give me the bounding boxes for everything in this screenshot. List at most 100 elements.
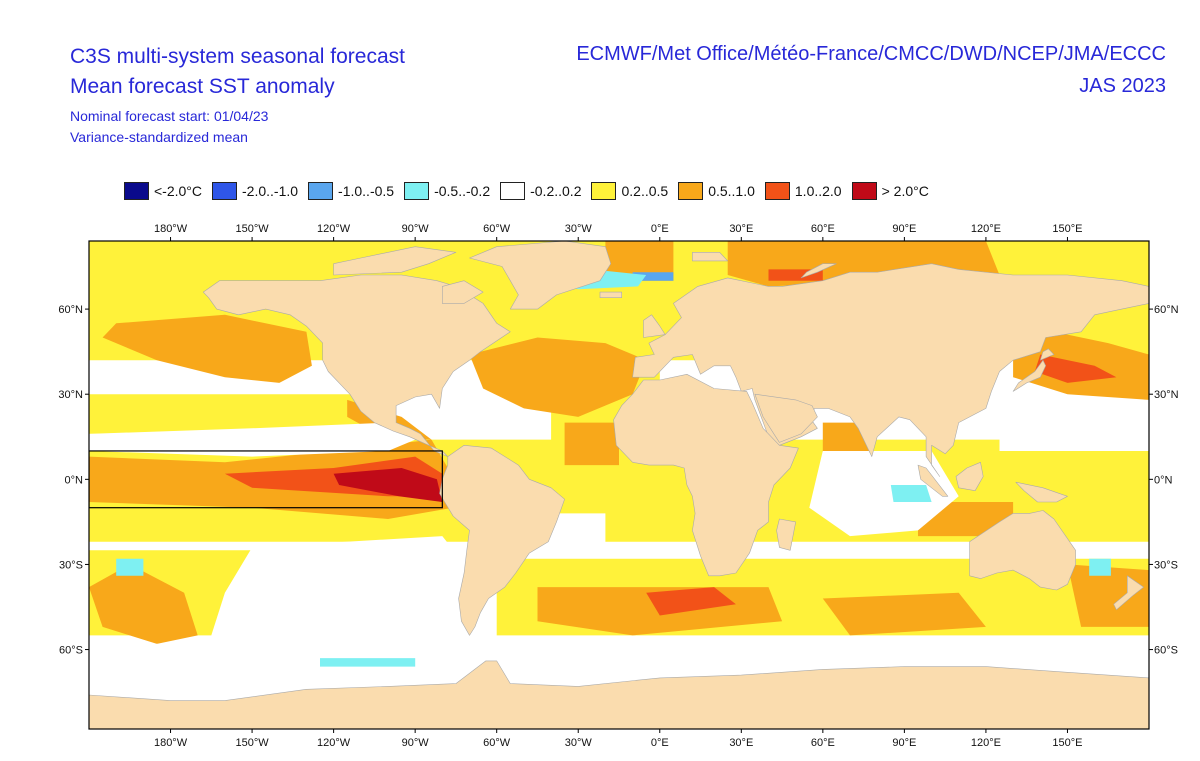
- legend-label: 1.0..2.0: [794, 183, 842, 199]
- title-line-2: Mean forecast SST anomaly: [70, 75, 335, 98]
- lon-label-top: 60°E: [811, 223, 835, 235]
- legend-item: > 2.0°C: [851, 182, 929, 200]
- lon-label-bottom: 120°W: [317, 737, 351, 749]
- legend-swatch: [124, 182, 149, 200]
- lon-label-top: 60°W: [483, 223, 511, 235]
- legend-item: 0.5..1.0: [678, 182, 755, 200]
- land-mass: [643, 314, 666, 338]
- land-mass: [955, 461, 984, 492]
- lon-label-bottom: 60°W: [483, 737, 511, 749]
- lon-label-bottom: 150°W: [236, 737, 270, 749]
- lat-label-right: 30°S: [1154, 559, 1178, 571]
- legend-label: -1.0..-0.5: [338, 183, 395, 199]
- lon-label-top: 30°E: [729, 223, 753, 235]
- anomaly-patch: [1013, 323, 1149, 400]
- anomaly-patch: [89, 564, 198, 644]
- legend-item: -1.0..-0.5: [308, 182, 394, 200]
- lon-label-top: 120°W: [317, 223, 351, 235]
- anomaly-patch: [211, 536, 497, 656]
- land-mass: [599, 291, 623, 299]
- land-mass: [441, 280, 484, 304]
- land-mass: [469, 241, 612, 310]
- anomaly-patch: [1034, 354, 1117, 383]
- lon-label-top: 120°E: [971, 223, 1001, 235]
- land-mass: [613, 373, 799, 577]
- chart-subtitle: Nominal forecast start: 01/04/23 Varianc…: [70, 106, 268, 148]
- map-frame: [88, 240, 1150, 730]
- anomaly-patch: [333, 468, 443, 502]
- lon-label-top: 90°W: [402, 223, 430, 235]
- land-mass: [776, 518, 797, 551]
- model-list: ECMWF/Met Office/Météo-France/CMCC/DWD/N…: [576, 38, 1166, 102]
- anomaly-patch: [646, 587, 736, 616]
- lat-label-left: 30°S: [59, 559, 83, 571]
- color-legend: <-2.0°C -2.0..-1.0 -1.0..-0.5 -0.5..-0.2 -0.…: [124, 182, 939, 200]
- land-layer: [89, 241, 1149, 729]
- anomaly-patch: [1089, 558, 1111, 576]
- nino-region-box: [89, 450, 443, 509]
- land-mass: [1012, 359, 1046, 392]
- anomaly-patch: [320, 658, 416, 667]
- legend-swatch: [308, 182, 334, 200]
- legend-swatch: [500, 182, 526, 200]
- lat-label-right: 30°N: [1154, 389, 1179, 401]
- lon-label-bottom: 60°E: [811, 737, 835, 749]
- land-mass: [917, 464, 949, 497]
- anomaly-patch: [822, 592, 986, 636]
- land-mass: [969, 510, 1076, 591]
- lon-label-top: 0°E: [651, 223, 669, 235]
- lon-label-bottom: 90°E: [892, 737, 916, 749]
- legend-label: > 2.0°C: [881, 183, 929, 199]
- title-line-1: C3S multi-system seasonal forecast: [70, 45, 405, 68]
- land-mass: [333, 246, 457, 276]
- land-mass: [1113, 575, 1144, 611]
- legend-label: <-2.0°C: [154, 183, 203, 199]
- method-text: Variance-standardized mean: [70, 129, 248, 145]
- legend-item: -0.2..0.2: [500, 182, 581, 200]
- lon-label-bottom: 180°W: [154, 737, 188, 749]
- legend-item: -0.5..-0.2: [404, 182, 490, 200]
- legend-swatch: [404, 182, 430, 200]
- lat-label-left: 30°N: [58, 389, 83, 401]
- lon-label-bottom: 150°E: [1052, 737, 1082, 749]
- anomaly-patch: [605, 241, 674, 281]
- anomaly-patch: [116, 558, 144, 576]
- lat-label-left: 60°N: [58, 304, 83, 316]
- period-text: JAS 2023: [1079, 75, 1166, 97]
- lon-label-bottom: 0°E: [651, 737, 669, 749]
- land-mass: [692, 252, 729, 262]
- legend-item: -2.0..-1.0: [212, 182, 298, 200]
- lat-label-right: 0°N: [1154, 474, 1173, 486]
- lon-label-top: 90°E: [892, 223, 916, 235]
- legend-item: 1.0..2.0: [764, 182, 842, 200]
- chart-title: C3S multi-system seasonal forecast Mean …: [70, 42, 405, 102]
- land-mass: [754, 393, 818, 443]
- lon-label-bottom: 30°W: [565, 737, 593, 749]
- lat-label-right: 60°N: [1154, 304, 1179, 316]
- axis-labels: 180°W 180°W 150°W 150°W 120°W 120°W 90°W 90°W 60…: [58, 223, 1178, 749]
- lon-label-bottom: 90°W: [402, 737, 430, 749]
- land-mass: [1040, 348, 1055, 361]
- anomaly-patch: [999, 408, 1149, 451]
- land-mass: [89, 660, 1149, 729]
- anomaly-patch: [89, 643, 1149, 667]
- lon-label-top: 150°E: [1052, 223, 1082, 235]
- land-mass: [632, 263, 1149, 477]
- anomaly-patch: [890, 485, 932, 502]
- legend-label: -2.0..-1.0: [242, 183, 299, 199]
- lon-label-top: 150°W: [236, 223, 270, 235]
- legend-swatch: [851, 182, 877, 200]
- lat-label-left: 60°S: [59, 645, 83, 657]
- lon-label-bottom: 30°E: [729, 737, 753, 749]
- legend-swatch: [591, 182, 617, 200]
- legend-item: 0.2..0.5: [591, 182, 668, 200]
- land-mass: [1015, 481, 1068, 503]
- legend-swatch: [764, 182, 790, 200]
- anomaly-patch: [469, 337, 647, 417]
- anomaly-patch: [102, 314, 312, 383]
- land-mass: [439, 444, 565, 636]
- anomaly-patch: [918, 502, 1014, 537]
- anomaly-patch: [89, 394, 388, 434]
- lon-label-top: 30°W: [565, 223, 593, 235]
